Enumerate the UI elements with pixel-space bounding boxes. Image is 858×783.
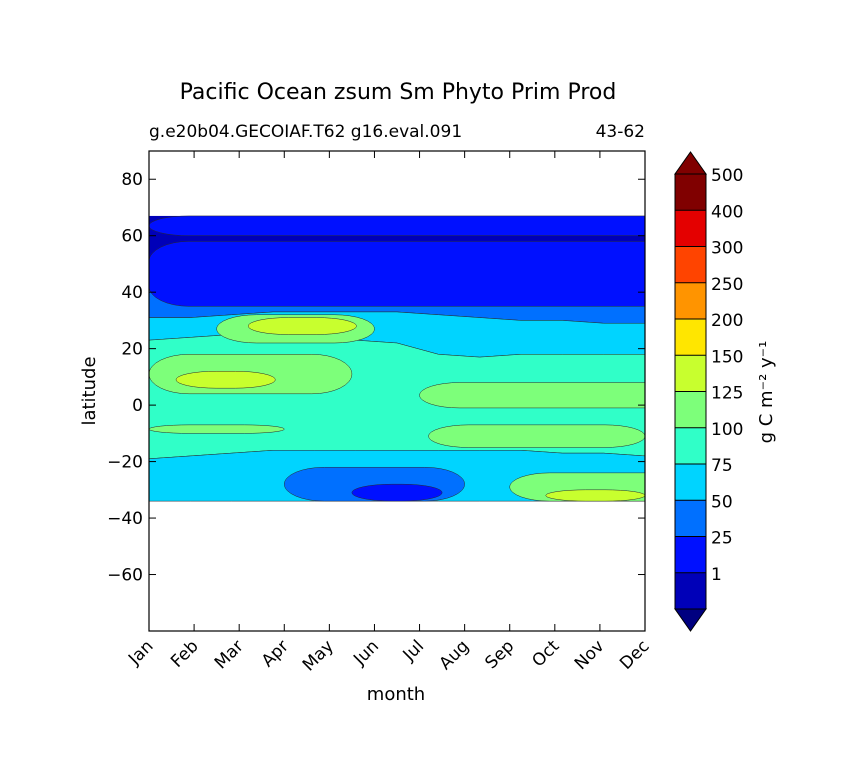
x-tick-label: Mar bbox=[211, 636, 248, 673]
contour-band-125 bbox=[149, 424, 285, 434]
y-tick-label: −60 bbox=[107, 566, 143, 586]
colorbar-swatch-300 bbox=[675, 246, 706, 283]
plot-frame bbox=[148, 150, 646, 632]
colorbar-extend-under bbox=[674, 608, 707, 632]
contour-band-150 bbox=[545, 489, 645, 502]
contour-band-25 bbox=[149, 215, 645, 236]
y-tick-label: −20 bbox=[107, 453, 143, 473]
x-tick-label: Sep bbox=[481, 636, 518, 673]
colorbar-frame bbox=[674, 173, 707, 610]
y-tick-label: 40 bbox=[121, 283, 143, 303]
y-tick-label: 60 bbox=[121, 227, 143, 247]
x-tick-label: Jul bbox=[399, 636, 428, 665]
x-axis-label: month bbox=[367, 684, 425, 705]
y-tick-label: 0 bbox=[132, 396, 143, 416]
colorbar-tick-label: 125 bbox=[711, 384, 743, 404]
plot-area bbox=[149, 151, 645, 631]
colorbar-swatch-250 bbox=[675, 282, 706, 319]
x-tick-label: Apr bbox=[258, 636, 293, 671]
contour-band-125 bbox=[428, 424, 645, 448]
x-tick-label: May bbox=[299, 636, 338, 675]
colorbar-swatch-150 bbox=[675, 355, 706, 392]
contour-band-25 bbox=[149, 241, 645, 307]
contour-band-150 bbox=[175, 370, 276, 389]
colorbar-tick-label: 200 bbox=[711, 311, 743, 331]
colorbar-tick-label: 100 bbox=[711, 420, 743, 440]
x-tick-label: Jan bbox=[124, 636, 157, 669]
colorbar-extend-over bbox=[674, 151, 707, 175]
colorbar-label: g C m⁻² y⁻¹ bbox=[756, 341, 777, 444]
colorbar-swatch-125 bbox=[675, 391, 706, 428]
colorbar-swatch-400 bbox=[675, 210, 706, 247]
colorbar-swatch-500 bbox=[675, 174, 706, 211]
colorbar-tick-label: 400 bbox=[711, 202, 743, 222]
colorbar-tick-label: 300 bbox=[711, 239, 743, 259]
y-tick-label: 80 bbox=[121, 170, 143, 190]
colorbar-tick-label: 250 bbox=[711, 275, 743, 295]
contour-layer bbox=[149, 215, 645, 502]
x-tick-label: Nov bbox=[571, 636, 609, 674]
chart-title: Pacific Ocean zsum Sm Phyto Prim Prod bbox=[180, 80, 617, 105]
colorbar-tick-label: 25 bbox=[711, 529, 733, 549]
colorbar-tick-label: 1 bbox=[711, 565, 722, 585]
colorbar-tick-label: 50 bbox=[711, 492, 733, 512]
chart-subtitle-left: g.e20b04.GECOIAF.T62 g16.eval.091 bbox=[149, 122, 462, 142]
x-tick-label: Aug bbox=[436, 636, 474, 674]
contour-band-25 bbox=[351, 483, 443, 502]
y-axis: 80 60 40 20 0 −20 −40 −60 bbox=[107, 170, 645, 586]
colorbar-swatch-200 bbox=[675, 319, 706, 356]
colorbar-swatch-100 bbox=[675, 427, 706, 464]
x-tick-label: Oct bbox=[528, 636, 563, 671]
y-tick-label: −40 bbox=[107, 509, 143, 529]
x-tick-label: Dec bbox=[616, 636, 653, 673]
colorbar-swatch-75 bbox=[675, 464, 706, 501]
y-tick-label: 20 bbox=[121, 340, 143, 360]
colorbar-tick-label: 75 bbox=[711, 456, 733, 476]
colorbar-swatch-50 bbox=[675, 500, 706, 537]
contour-band-150 bbox=[247, 317, 357, 335]
colorbar-swatch-25 bbox=[675, 536, 706, 573]
colorbar-tick-label: 500 bbox=[711, 166, 743, 186]
contour-band-125 bbox=[419, 382, 645, 409]
colorbar-tick-label: 150 bbox=[711, 347, 743, 367]
x-tick-label: Feb bbox=[167, 636, 202, 671]
colorbar-swatch-1 bbox=[675, 572, 706, 609]
x-tick-label: Jun bbox=[349, 636, 383, 670]
y-axis-label: latitude bbox=[79, 356, 100, 425]
chart-subtitle-right: 43-62 bbox=[596, 122, 645, 142]
